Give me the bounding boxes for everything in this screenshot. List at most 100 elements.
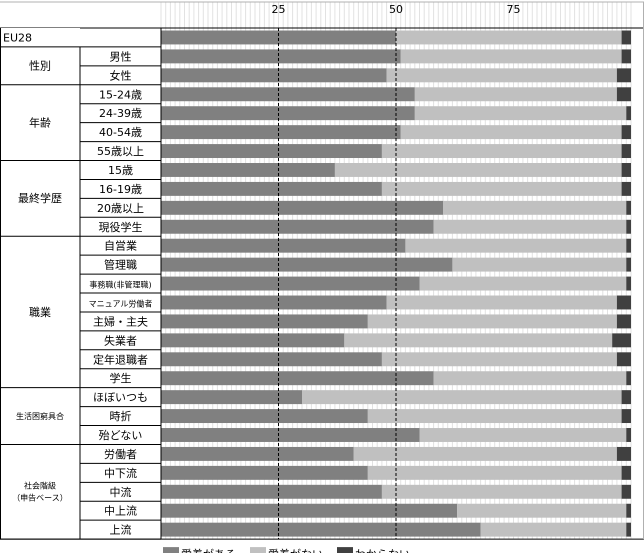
bar-segment: [621, 390, 631, 405]
bar-segment: [161, 30, 396, 45]
bar-segment: [405, 238, 627, 253]
x-tick-label: 75: [507, 3, 521, 16]
bar-segment: [626, 522, 631, 537]
bar-segment: [161, 390, 302, 405]
group-label: （申告ベース）: [12, 493, 68, 503]
category-label: 40-54歳: [99, 126, 142, 139]
bar-segment: [621, 49, 631, 64]
bar-segment: [161, 200, 443, 215]
category-label: 55歳以上: [97, 145, 144, 158]
legend-swatch: [250, 547, 266, 553]
bar-segment: [626, 503, 631, 518]
category-label: 自営業: [104, 239, 137, 253]
bar-segment: [621, 409, 631, 424]
bar-segment: [621, 163, 631, 177]
bar-segment: [621, 181, 631, 196]
bar-segment: [626, 371, 631, 386]
bar-segment: [302, 390, 622, 405]
bar-segment: [616, 314, 631, 329]
bar-segment: [161, 352, 382, 367]
legend-swatch: [337, 547, 353, 553]
category-label: 16-19歳: [99, 183, 142, 196]
bar-segment: [161, 295, 387, 310]
bar-segment: [161, 87, 415, 102]
category-label: ほぼいつも: [93, 391, 148, 404]
bar-segment: [612, 333, 631, 348]
legend-label: 愛着がある: [181, 547, 236, 553]
category-label: 中上流: [104, 504, 137, 518]
legend-label: わからない: [355, 548, 410, 553]
bar-segment: [367, 409, 622, 424]
bar-segment: [414, 106, 627, 121]
category-label: 定年退職者: [93, 352, 148, 366]
bar-segment: [621, 144, 631, 159]
category-label: 20歳以上: [97, 202, 144, 215]
bar-segment: [381, 352, 617, 367]
group-label: 年齢: [29, 116, 51, 130]
bar-segment: [626, 257, 631, 272]
bar-segment: [433, 371, 627, 386]
bar-segment: [161, 409, 368, 424]
category-label: 学生: [110, 371, 132, 385]
bar-segment: [161, 257, 453, 272]
bar-segment: [621, 30, 631, 45]
category-label: 男性: [110, 49, 132, 63]
bar-segment: [161, 144, 382, 159]
x-tick-label: 50: [389, 3, 403, 16]
category-label: 現役学生: [99, 220, 143, 234]
bar-segment: [161, 276, 420, 291]
group-label: 職業: [29, 306, 51, 319]
x-tick-label: 25: [272, 3, 286, 16]
bar-segment: [626, 219, 631, 234]
category-label: 失業者: [104, 334, 137, 347]
label-table-bg: [0, 28, 162, 540]
category-label: 24-39歳: [99, 107, 142, 120]
bar-segment: [161, 106, 415, 121]
legend-layer: 愛着がある 愛着がない わからない: [163, 547, 410, 553]
bar-segment: [334, 163, 622, 177]
bar-segment: [381, 484, 622, 499]
bar-segment: [452, 257, 627, 272]
category-label: 中下流: [104, 466, 137, 480]
bar-segment: [616, 446, 631, 461]
bar-segment: [161, 484, 382, 499]
bar-segment: [414, 87, 617, 102]
bar-segment: [419, 428, 627, 442]
bar-segment: [367, 314, 617, 329]
bar-segment: [161, 49, 401, 64]
bar-segment: [386, 295, 617, 310]
category-label: 管理職: [104, 258, 137, 272]
category-label: 上流: [110, 523, 132, 537]
bar-segment: [616, 87, 631, 102]
bar-segment: [626, 200, 631, 215]
bars-layer: [161, 30, 631, 537]
bar-segment: [480, 522, 627, 537]
bar-segment: [626, 428, 631, 442]
bar-segment: [621, 484, 631, 499]
legend-label: 愛着がない: [268, 547, 323, 553]
bar-segment: [161, 465, 368, 480]
bar-segment: [353, 446, 617, 461]
group-label: 最終学歴: [18, 191, 62, 205]
category-label: 15歳: [108, 164, 133, 177]
category-label: 主婦・主夫: [93, 314, 148, 328]
bar-segment: [400, 49, 622, 64]
bar-segment: [161, 314, 368, 329]
bar-segment: [161, 219, 434, 234]
bar-segment: [443, 200, 627, 215]
bar-segment: [457, 503, 627, 518]
bar-segment: [367, 465, 622, 480]
group-label: 社会階級: [24, 481, 56, 491]
bar-segment: [161, 522, 481, 537]
category-label: 時折: [110, 409, 132, 423]
bar-segment: [626, 276, 631, 291]
bar-segment: [161, 125, 401, 140]
bar-segment: [161, 68, 387, 83]
bar-segment: [396, 30, 622, 45]
bar-segment: [616, 295, 631, 310]
bar-segment: [419, 276, 627, 291]
bar-segment: [344, 333, 613, 348]
legend-swatch: [163, 547, 179, 553]
